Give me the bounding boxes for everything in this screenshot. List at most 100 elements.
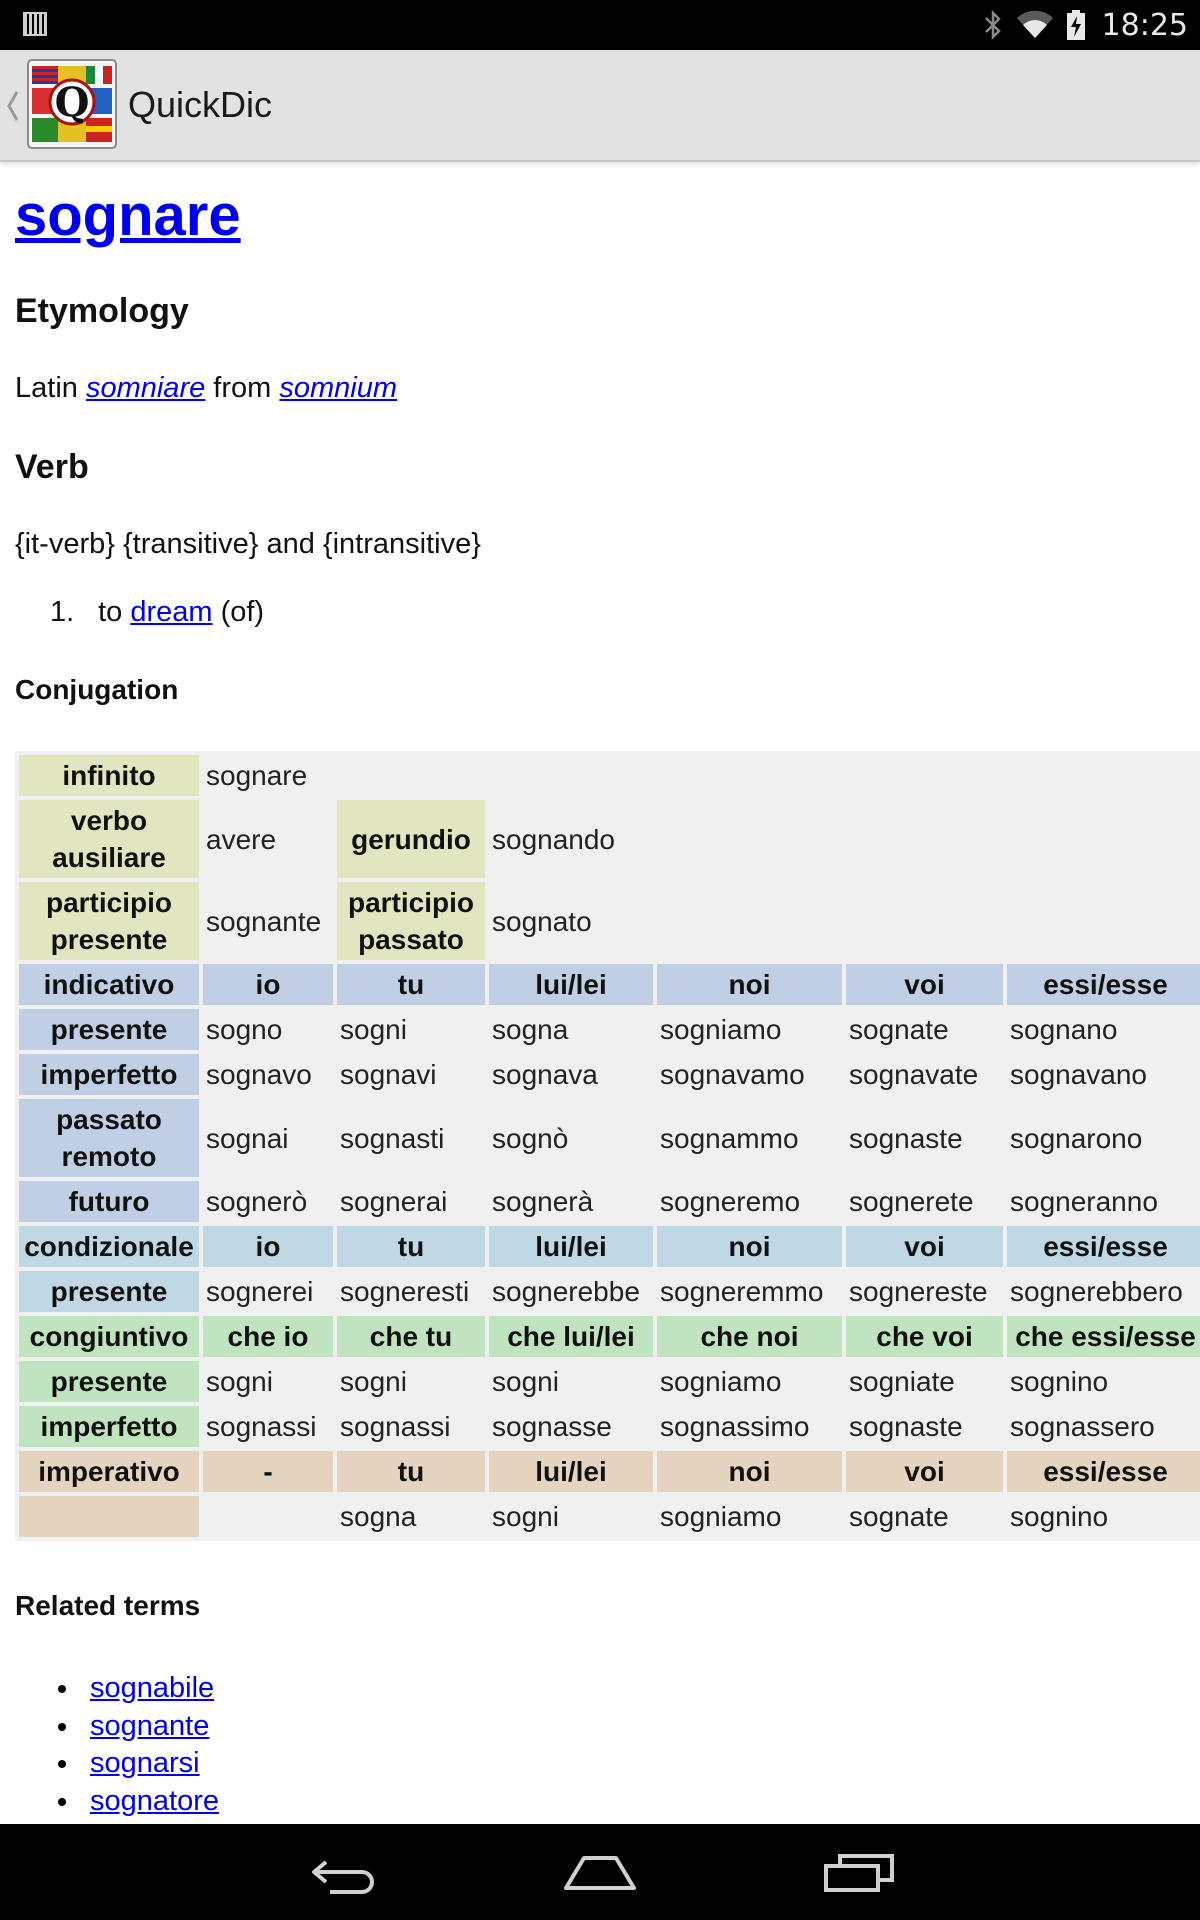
etymology-prefix: Latin [15,372,78,404]
table-row: participio presente sognante participio … [19,882,1200,960]
table-row: presente sogni sogni sogni sogniamo sogn… [19,1361,1200,1402]
verb-form: sognerebbero [1010,1276,1183,1307]
definition-item: 1. to dream (of) [50,596,264,629]
indicativo-header-row: indicativo io tu lui/lei noi voi essi/es… [19,964,1200,1005]
app-title: QuickDic [128,84,273,125]
verb-form: sogneresti [340,1276,470,1307]
definition-link-dream[interactable]: dream [130,596,213,628]
verb-form: sogno [206,1014,283,1045]
verb-form: sognerà [492,1186,594,1217]
congiuntivo-label: congiuntivo [19,1316,199,1357]
participio-passato-label: participio passato [337,882,485,960]
verb-form: sogniate [849,1366,955,1397]
svg-text:Q: Q [55,79,90,126]
condizionale-header-row: condizionale io tu lui/lei noi voi essi/… [19,1226,1200,1267]
verb-form: sognino [1010,1366,1109,1397]
ausiliare-label: verbo ausiliare [19,800,199,878]
action-bar: Q QuickDic [0,50,1200,162]
verb-form: sogniamo [660,1014,782,1045]
status-icons: 18:25 [982,0,1188,50]
etymology-text: Latin somniare from somnium [15,372,397,405]
person-header: - [203,1451,333,1492]
tense-label: presente [19,1009,199,1050]
indicativo-label: indicativo [19,964,199,1005]
tense-label: passato remoto [19,1099,199,1177]
definition-after: (of) [220,596,265,628]
etymology-link-somnium[interactable]: somnium [279,372,398,404]
verb-form: sognavate [849,1059,979,1090]
person-header: che io [203,1316,333,1357]
verb-form: sogniamo [660,1366,782,1397]
verb-form: sogni [492,1366,559,1397]
table-row: presente sogno sogni sogna sogniamo sogn… [19,1009,1200,1050]
person-header: tu [337,1226,485,1267]
verb-form: sognaste [849,1411,963,1442]
imperativo-empty-label [19,1496,199,1537]
related-link-sognabile[interactable]: sognabile [90,1672,215,1704]
person-header: lui/lei [489,1451,653,1492]
person-header: io [203,964,333,1005]
tense-label: presente [19,1271,199,1312]
etymology-heading: Etymology [15,292,189,330]
table-row: sogna sogni sogniamo sognate sognino [19,1496,1200,1537]
verb-form: sogneremmo [660,1276,824,1307]
verb-form: sognassero [1010,1411,1155,1442]
status-clock: 18:25 [1101,7,1188,43]
status-bar: 18:25 [0,0,1200,50]
quickdic-logo[interactable]: Q [26,58,118,150]
related-link-sognarsi[interactable]: sognarsi [90,1747,200,1779]
up-navigation-chevron-icon[interactable] [6,88,20,124]
person-header: tu [337,964,485,1005]
verb-form: sognano [1010,1014,1118,1045]
verb-form: sogni [340,1014,407,1045]
tense-label: futuro [19,1181,199,1222]
recents-icon[interactable] [818,1846,898,1898]
person-header: essi/esse [1007,1226,1200,1267]
person-header: che tu [337,1316,485,1357]
verb-form: sognereste [849,1276,988,1307]
verb-form: sognavi [340,1059,437,1090]
verb-form: sogni [340,1366,407,1397]
tense-label: imperfetto [19,1054,199,1095]
verb-form: sognerebbe [492,1276,640,1307]
entry-content[interactable]: sognare Etymology Latin somniare from so… [0,162,1200,1824]
headword-link[interactable]: sognare [15,183,241,248]
related-link-sognatore[interactable]: sognatore [90,1784,219,1817]
verb-form: sognai [206,1122,289,1154]
etymology-middle: from [213,372,272,404]
person-header: essi/esse [1007,1451,1200,1492]
verb-heading: Verb [15,448,89,486]
verb-form: sogni [492,1501,559,1532]
verb-form: sognasti [340,1122,445,1154]
bluetooth-icon [984,9,1001,41]
list-item: sognarsi [58,1745,219,1783]
etymology-link-somniare[interactable]: somniare [85,372,206,404]
condizionale-label: condizionale [19,1226,199,1267]
tense-label: imperfetto [19,1406,199,1447]
person-header: io [203,1226,333,1267]
participio-presente-value: sognante [206,905,322,937]
person-header: che noi [657,1316,842,1357]
person-header: lui/lei [489,964,653,1005]
conjugation-heading: Conjugation [15,674,179,705]
person-header: noi [657,1451,842,1492]
verb-form [203,1496,333,1537]
wifi-icon [1016,10,1053,39]
battery-charging-icon [1066,10,1085,40]
person-header: essi/esse [1007,964,1200,1005]
related-link-sognante[interactable]: sognante [90,1709,210,1742]
verb-form: sogna [340,1501,417,1532]
verb-form: sognate [849,1014,949,1045]
gerundio-label: gerundio [337,800,485,878]
verb-form: sognerei [206,1276,314,1307]
gerundio-value: sognando [492,823,616,855]
verb-form: sognavamo [660,1059,805,1090]
back-icon[interactable] [304,1846,384,1898]
verb-form: sogneranno [1010,1186,1158,1217]
verb-form: sogneremo [660,1186,801,1217]
verb-form: sognaste [849,1122,963,1154]
verb-form: sognasse [492,1411,612,1442]
home-icon[interactable] [560,1846,640,1898]
infinito-label: infinito [19,755,199,796]
verb-form: sognavo [206,1059,312,1090]
